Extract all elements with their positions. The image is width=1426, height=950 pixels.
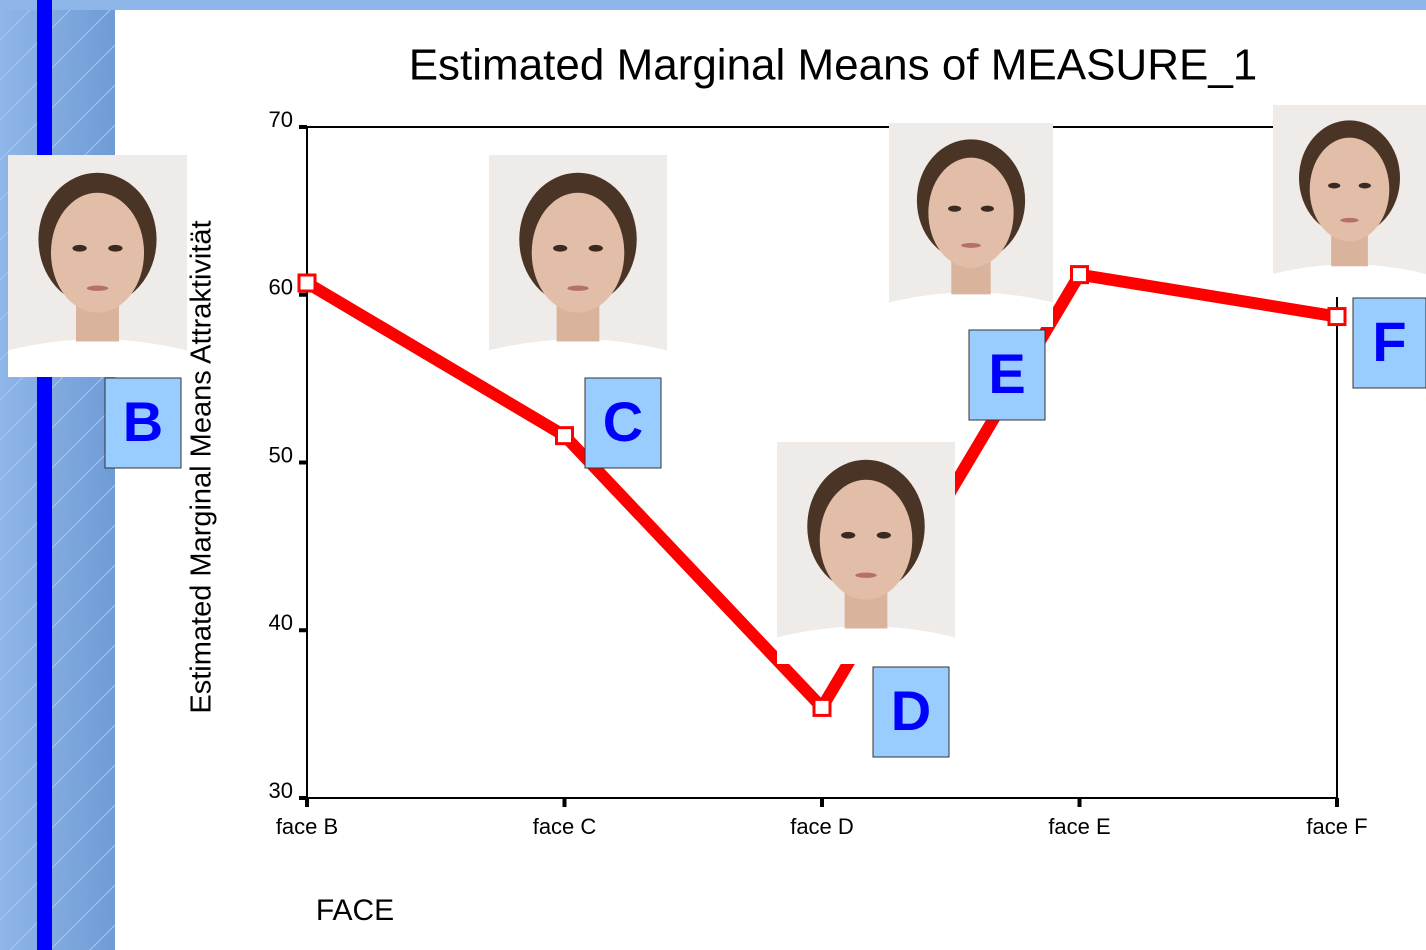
photo-mouth bbox=[86, 285, 109, 291]
photo-label: E bbox=[988, 342, 1025, 405]
y-tick-label: 70 bbox=[269, 107, 293, 132]
plot-area: 30 40 50 60 70 face B face C face D face E face F bbox=[269, 107, 1368, 839]
photo-label: C bbox=[603, 390, 643, 453]
photo-label: B bbox=[123, 390, 163, 453]
point-marker bbox=[297, 273, 317, 293]
photo-mouth bbox=[567, 285, 589, 291]
photo-eye bbox=[948, 205, 962, 212]
label-box bbox=[1352, 297, 1426, 389]
point-marker bbox=[1070, 265, 1089, 285]
photo-eye bbox=[1328, 182, 1341, 189]
side-pattern bbox=[0, 0, 115, 950]
chart-title: Estimated Marginal Means of MEASURE_1 bbox=[409, 41, 1258, 90]
photo-mouth bbox=[855, 572, 877, 578]
x-tick-label: face C bbox=[533, 814, 597, 839]
point-marker bbox=[812, 697, 832, 717]
photo-label: F bbox=[1372, 310, 1406, 373]
photo-eye bbox=[588, 244, 603, 252]
point-marker bbox=[1327, 307, 1347, 327]
photo-shirt bbox=[889, 292, 1053, 327]
photo-eye bbox=[108, 244, 123, 252]
y-axis-title: Estimated Marginal Means Attraktivität bbox=[186, 220, 218, 713]
photo-shirt bbox=[489, 339, 667, 377]
photo-mouth bbox=[961, 242, 981, 248]
photo-face bbox=[819, 479, 913, 600]
y-tick-label: 60 bbox=[269, 275, 293, 300]
label-box bbox=[584, 377, 662, 469]
y-tick-label: 30 bbox=[269, 778, 293, 803]
photo-eye bbox=[841, 531, 856, 539]
photo-label: D bbox=[891, 679, 931, 742]
label-box bbox=[104, 377, 182, 469]
side-bar bbox=[37, 0, 52, 950]
photo-eye bbox=[980, 205, 994, 212]
photo-eye bbox=[1358, 182, 1371, 189]
photo-eye bbox=[876, 531, 891, 539]
x-tick-label: face B bbox=[276, 814, 338, 839]
photo-shirt bbox=[8, 339, 187, 377]
x-tick-label: face F bbox=[1306, 814, 1367, 839]
photo-eye bbox=[553, 244, 568, 252]
label-box bbox=[968, 329, 1046, 421]
photo-shirt bbox=[777, 626, 955, 664]
photo-eye bbox=[72, 244, 87, 252]
photos: B C D E F bbox=[8, 105, 1426, 758]
x-axis-title: FACE bbox=[316, 894, 394, 927]
label-box bbox=[872, 666, 950, 758]
photo-face bbox=[50, 192, 145, 313]
y-tick-label: 40 bbox=[269, 610, 293, 635]
photo-mouth bbox=[1340, 217, 1359, 223]
point-marker bbox=[555, 426, 574, 446]
x-tick-label: face E bbox=[1048, 814, 1110, 839]
photo-face bbox=[1309, 137, 1390, 242]
y-tick-label: 50 bbox=[269, 442, 293, 467]
x-tick-label: face D bbox=[790, 814, 854, 839]
photo-shirt bbox=[1273, 264, 1426, 297]
photo-face bbox=[531, 192, 625, 313]
top-band bbox=[0, 0, 1426, 10]
photo-face bbox=[928, 157, 1014, 268]
